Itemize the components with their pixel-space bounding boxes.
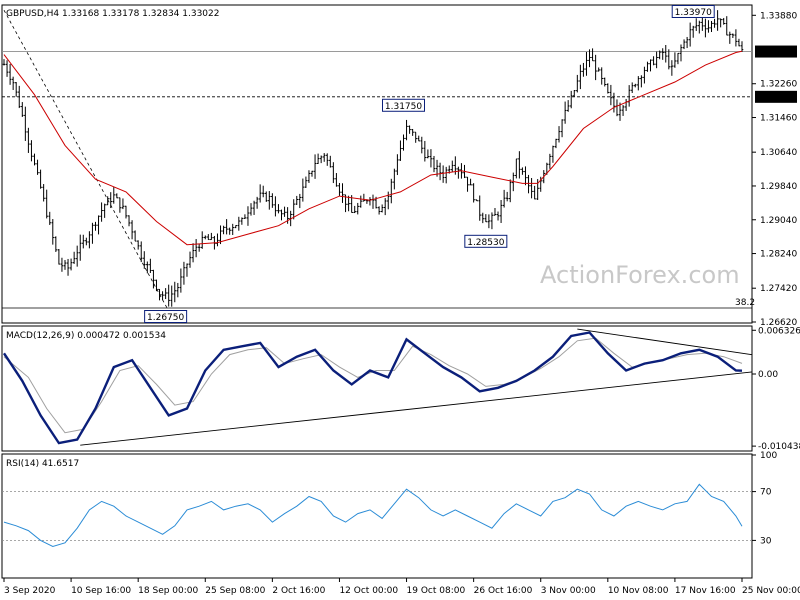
macd-panel-frame <box>1 325 753 452</box>
macd-y-label: 0.00 <box>758 370 778 380</box>
x-axis-label: 25 Sep 08:00 <box>205 586 265 596</box>
price-y-label: 1.27420 <box>760 284 797 294</box>
x-axis-label: 17 Nov 16:00 <box>675 586 736 596</box>
rsi-y-label: 100 <box>760 451 777 461</box>
macd-panel-title: MACD(12,26,9) 0.000472 0.001534 <box>6 331 166 341</box>
macd-trendline <box>577 328 753 356</box>
annotation-label: 1.28530 <box>467 238 504 248</box>
x-axis-label: 19 Oct 08:00 <box>407 586 466 596</box>
price-y-label: 1.29840 <box>760 182 797 192</box>
macd-layer <box>2 328 753 446</box>
price-panel-title: GBPUSD,H4 1.33168 1.33178 1.32834 1.3302… <box>6 9 219 19</box>
rsi-y-label: 30 <box>760 536 772 546</box>
price-y-label: 1.32260 <box>760 80 797 90</box>
macd-y-label: 0.006326 <box>758 326 800 336</box>
x-axis-label: 2 Oct 16:00 <box>272 586 325 596</box>
macd-signal-line <box>3 337 743 434</box>
panel-frames <box>1 4 753 579</box>
price-y-label: 1.28240 <box>760 250 797 260</box>
x-axis-label: 12 Oct 00:00 <box>339 586 398 596</box>
price-layer: 1.33970 1.31750 1.28530 1.26750 <box>2 4 752 324</box>
price-annotation: 1.28530 <box>464 234 508 248</box>
price-annotation: 1.26750 <box>144 310 188 324</box>
annotation-box <box>671 4 715 18</box>
x-axis-label: 18 Sep 00:00 <box>138 586 198 596</box>
dashed-trendline <box>3 10 173 317</box>
x-axis-label: 25 Nov 00:00 <box>742 586 800 596</box>
price-tag-bg <box>755 45 797 58</box>
price-tag-label: 1.31950 <box>759 93 796 103</box>
rsi-line <box>3 483 743 548</box>
x-axis-label: 26 Oct 16:00 <box>474 586 533 596</box>
moving-average-line <box>3 50 743 246</box>
price-y-label: 1.30640 <box>760 148 797 158</box>
macd-line <box>2 331 743 445</box>
price-y-label: 1.29040 <box>760 216 797 226</box>
price-y-label: 1.33880 <box>760 11 797 21</box>
price-y-label: 1.31460 <box>760 114 797 124</box>
macd-y-label: -0.010438 <box>758 442 800 452</box>
x-axis-label: 3 Sep 2020 <box>4 586 56 596</box>
annotation-label: 1.33970 <box>675 8 712 18</box>
annotation-box <box>144 310 188 324</box>
price-panel-frame <box>1 4 753 324</box>
macd-trendline <box>80 371 753 446</box>
price-tag-bg <box>755 90 797 103</box>
x-axis-label: 3 Nov 00:00 <box>541 586 596 596</box>
watermark: ActionForex.com <box>540 261 740 289</box>
rsi-panel-title: RSI(14) 41.6517 <box>6 459 79 469</box>
price-tag-label: 1.33022 <box>759 48 796 58</box>
rsi-layer <box>2 483 752 548</box>
x-axis-label: 10 Nov 08:00 <box>608 586 669 596</box>
fib-level-label: 38.2 <box>735 298 755 308</box>
rsi-y-label: 70 <box>760 488 772 498</box>
rsi-panel-frame <box>1 453 753 579</box>
x-axis-label: 10 Sep 16:00 <box>71 586 131 596</box>
annotation-label: 1.31750 <box>385 102 422 112</box>
annotation-box <box>464 234 508 248</box>
annotation-box <box>381 98 425 112</box>
axis-layer: 1.33880 1.33022 1.32260 1.31950 1.31460 1.306… <box>3 11 800 596</box>
price-annotation: 1.33970 <box>671 4 715 18</box>
annotation-label: 1.26750 <box>147 313 184 323</box>
price-annotation: 1.31750 <box>381 98 425 112</box>
price-y-label: 1.26620 <box>760 318 797 328</box>
